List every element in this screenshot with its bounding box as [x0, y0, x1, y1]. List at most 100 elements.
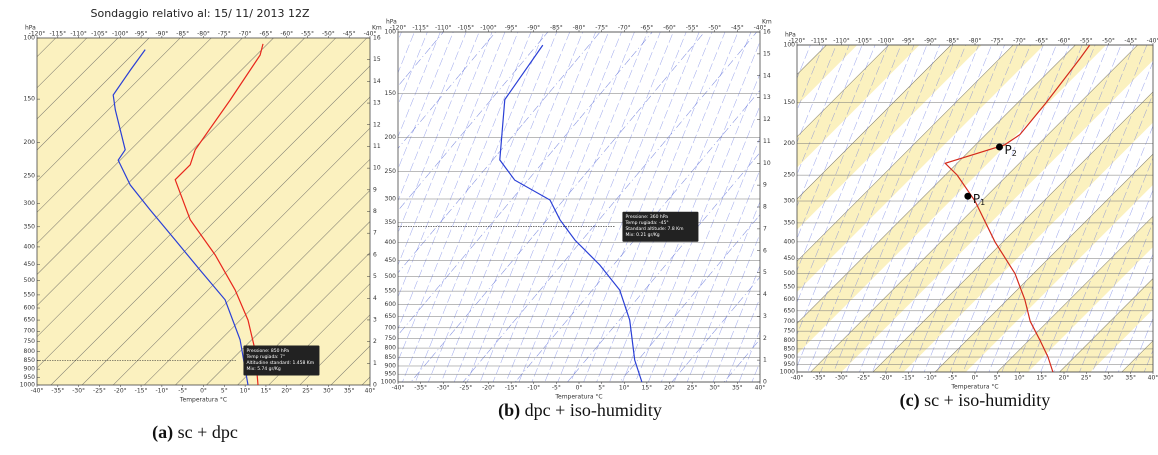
y2-tick-label: 6: [763, 247, 767, 254]
y-tick-label: 500: [784, 270, 796, 277]
caption: (a) sc + dpc: [152, 422, 238, 443]
x-tick-label: 15°: [642, 385, 653, 392]
caption-label: (a): [152, 422, 173, 443]
background-hatch: [797, 45, 1153, 372]
y-tick-label: 200: [784, 140, 796, 147]
x-tick-label: -30°: [437, 385, 450, 392]
x-tick-label: 40°: [365, 388, 376, 395]
y-tick-label: 650: [385, 313, 397, 320]
x2-tick-label: -80°: [573, 25, 586, 32]
y-tick-label: 500: [24, 277, 36, 284]
x2-tick-label: -60°: [663, 25, 676, 32]
y-tick-label: 950: [385, 371, 397, 378]
y2-tick-label: 12: [373, 121, 381, 128]
x2-tick-label: -90°: [527, 25, 540, 32]
x-tick-label: 15°: [1036, 375, 1047, 382]
x2-tick-label: -50°: [322, 31, 335, 38]
y-tick-label: 950: [784, 361, 796, 368]
x2-tick-label: -75°: [595, 25, 608, 32]
x-tick-label: 5°: [221, 388, 228, 395]
y-tick-label: 350: [24, 223, 36, 230]
profile-line: [944, 45, 1091, 372]
y-tick-label: 300: [385, 195, 397, 202]
x-tick-label: -25°: [93, 388, 106, 395]
x-tick-label: 30°: [1103, 375, 1114, 382]
x2-tick-label: -65°: [640, 25, 653, 32]
x2-tick-label: -90°: [155, 31, 168, 38]
x2-tick-label: -105°: [458, 25, 475, 32]
x2-tick-label: -70°: [618, 25, 631, 32]
x2-tick-label: -95°: [505, 25, 518, 32]
y2-tick-label: 2: [373, 338, 377, 345]
x-tick-label: 25°: [1081, 375, 1092, 382]
x2-tick-label: -115°: [412, 25, 429, 32]
x-tick-label: 0°: [576, 385, 583, 392]
tooltip-text: Mix: 5.74 gr/Kg: [246, 366, 280, 372]
x-tick-label: 20°: [281, 388, 292, 395]
y-tick-label: 950: [24, 374, 36, 381]
tooltip-text: Pressione: 850 hPa: [246, 348, 289, 354]
x-tick-label: -30°: [835, 375, 848, 382]
caption: (b) dpc + iso-humidity: [498, 400, 662, 421]
x2-tick-label: -70°: [1013, 38, 1026, 45]
y2-tick-label: 16: [763, 29, 771, 36]
x2-tick-label: -100°: [112, 31, 129, 38]
x2-tick-label: -85°: [550, 25, 563, 32]
x-tick-label: -35°: [414, 385, 427, 392]
x-axis-label: Temperatura °C: [950, 384, 998, 391]
x-tick-label: -5°: [948, 375, 957, 382]
y2-tick-label: 0: [763, 379, 767, 386]
caption-text: dpc + iso-humidity: [520, 400, 662, 420]
y-tick-label: 150: [24, 96, 36, 103]
x2-tick-label: -40°: [1147, 38, 1158, 45]
x-tick-label: 15°: [261, 388, 272, 395]
plot-frame: [796, 44, 1154, 373]
y-tick-label: 550: [385, 288, 397, 295]
y2-tick-label: 10: [373, 165, 381, 172]
y-tick-label: 150: [784, 99, 796, 106]
y-tick-label: 1000: [780, 369, 795, 376]
y2-tick-label: 3: [763, 313, 767, 320]
y-tick-label: 400: [385, 239, 397, 246]
y2-tick-label: 0: [373, 382, 377, 389]
profile-line: [499, 44, 643, 382]
x2-tick-label: -120°: [29, 31, 46, 38]
x2-tick-label: -50°: [708, 25, 721, 32]
y-tick-label: 450: [784, 255, 796, 262]
x-tick-label: -10°: [924, 375, 937, 382]
y2-tick-label: 5: [763, 269, 767, 276]
caption-label: (c): [900, 390, 920, 411]
x2-tick-label: -55°: [301, 31, 314, 38]
x2-tick-label: -70°: [239, 31, 252, 38]
profile-line: [174, 43, 264, 385]
x-tick-label: -20°: [482, 385, 495, 392]
x-tick-label: 35°: [1125, 375, 1136, 382]
caption-label: (b): [498, 400, 520, 421]
profile-line: [112, 49, 249, 385]
x-tick-label: -40°: [31, 388, 44, 395]
y-tick-label: 1000: [381, 379, 396, 386]
y-tick-label: 300: [24, 200, 36, 207]
x2-tick-label: -75°: [218, 31, 231, 38]
x-tick-label: -10°: [155, 388, 168, 395]
y2-tick-label: 4: [373, 295, 377, 302]
x-tick-label: 35°: [344, 388, 355, 395]
x-tick-label: 0°: [200, 388, 207, 395]
plot-frame: [397, 31, 761, 383]
x-tick-label: -35°: [813, 375, 826, 382]
y-tick-label: 800: [784, 337, 796, 344]
x-tick-label: 0°: [972, 375, 979, 382]
plot-frame: [36, 37, 371, 386]
y-tick-label: 100: [784, 42, 796, 49]
x2-tick-label: -100°: [480, 25, 497, 32]
x2-tick-label: -40°: [754, 25, 767, 32]
x2-tick-label: -115°: [811, 38, 828, 45]
y-tick-label: 650: [784, 307, 796, 314]
x-tick-label: -15°: [902, 375, 915, 382]
x-axis-label: Temperatura °C: [554, 394, 602, 401]
x-tick-label: 30°: [323, 388, 334, 395]
y2-tick-label: 13: [763, 94, 771, 101]
y2-tick-label: 10: [763, 160, 771, 167]
x2-tick-label: -110°: [70, 31, 87, 38]
y-axis-label: hPa: [386, 19, 397, 26]
